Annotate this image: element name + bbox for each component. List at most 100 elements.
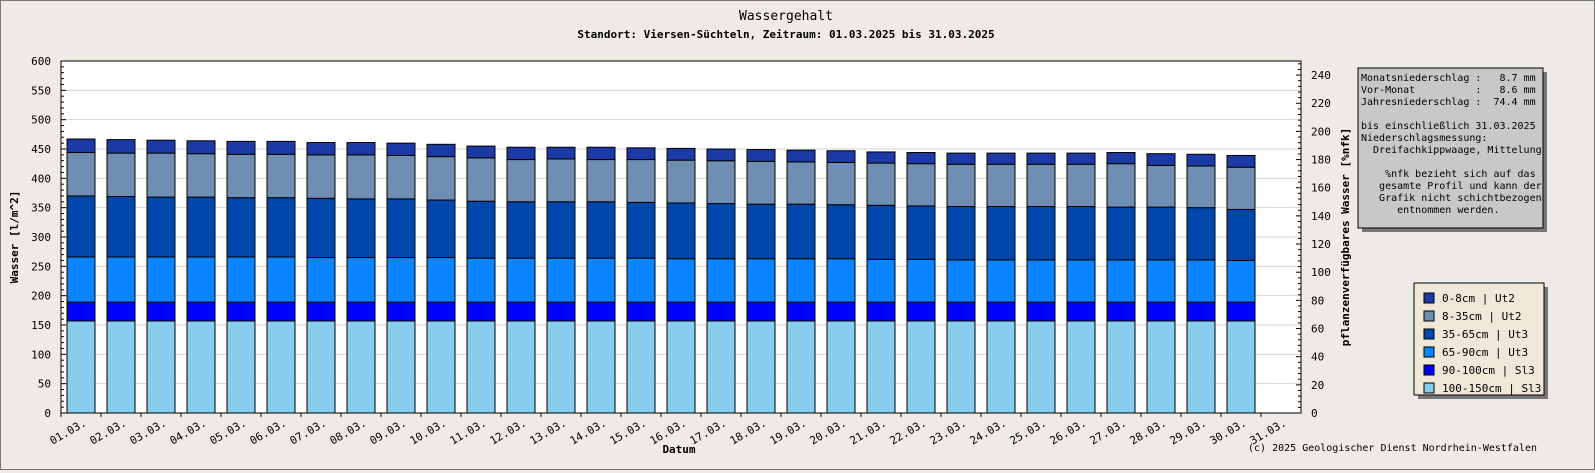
bar-segment-13.03-65-90cm <box>546 257 576 303</box>
chart-legend: 0-8cm | Ut2 8-35cm | Ut2 35-65cm | Ut3 65-9… <box>1413 282 1548 399</box>
x-tick-label: 05.03. <box>208 416 249 447</box>
bar-segment-16.03-0-8cm <box>666 147 696 161</box>
bar-segment-28.03-0-8cm <box>1146 153 1176 166</box>
bar-segment-13.03-8-35cm <box>546 158 576 203</box>
bar-segment-14.03-35-65cm <box>586 201 616 259</box>
legend-label: 35-65cm | Ut3 <box>1442 328 1528 341</box>
bar-segment-06.03-0-8cm <box>266 140 296 155</box>
bar-segment-05.03-100-150cm <box>226 320 256 414</box>
bar-segment-20.03-0-8cm <box>826 150 856 163</box>
bar-segment-03.03-65-90cm <box>146 256 176 303</box>
bar-segment-17.03-100-150cm <box>706 320 736 414</box>
bar-segment-24.03-100-150cm <box>986 320 1016 414</box>
bar-segment-06.03-8-35cm <box>266 153 296 199</box>
x-tick-label: 12.03. <box>488 416 529 447</box>
bar-segment-08.03-0-8cm <box>346 142 376 156</box>
bar-segment-01.03-8-35cm <box>66 152 96 197</box>
bar-segment-08.03-90-100cm <box>346 301 376 322</box>
bar-segment-09.03-65-90cm <box>386 257 416 303</box>
y2-tick-label: 160 <box>1311 182 1331 195</box>
x-tick-label: 01.03. <box>48 416 89 447</box>
bar-segment-25.03-8-35cm <box>1026 163 1056 207</box>
bar-segment-20.03-90-100cm <box>826 301 856 322</box>
bar-segment-02.03-90-100cm <box>106 301 136 322</box>
bar-segment-09.03-8-35cm <box>386 154 416 200</box>
y-tick-label: 450 <box>31 143 51 156</box>
bar-segment-18.03-90-100cm <box>746 301 776 322</box>
y2-tick-label: 60 <box>1311 323 1324 336</box>
bar-segment-14.03-0-8cm <box>586 146 616 161</box>
bar-segment-24.03-65-90cm <box>986 259 1016 303</box>
bar-segment-24.03-0-8cm <box>986 152 1016 165</box>
bar-segment-10.03-35-65cm <box>426 199 456 259</box>
chart-subtitle: Standort: Viersen-Süchteln, Zeitraum: 01… <box>577 28 994 41</box>
bar-segment-26.03-0-8cm <box>1066 152 1096 165</box>
bar-segment-07.03-35-65cm <box>306 197 336 259</box>
bar-segment-14.03-8-35cm <box>586 159 616 203</box>
bar-segment-26.03-65-90cm <box>1066 259 1096 303</box>
info-line: Niederschlagsmessung: <box>1361 133 1487 144</box>
bar-segment-29.03-65-90cm <box>1186 259 1216 303</box>
bar-segment-16.03-100-150cm <box>666 320 696 414</box>
bar-segment-25.03-65-90cm <box>1026 259 1056 303</box>
legend-label: 65-90cm | Ut3 <box>1442 346 1528 359</box>
bar-segment-25.03-35-65cm <box>1026 205 1056 261</box>
bar-segment-09.03-100-150cm <box>386 320 416 414</box>
bar-segment-22.03-0-8cm <box>906 152 936 165</box>
bar-segment-15.03-100-150cm <box>626 320 656 414</box>
bar-segment-03.03-8-35cm <box>146 152 176 198</box>
bar-segment-07.03-65-90cm <box>306 257 336 303</box>
bar-segment-05.03-0-8cm <box>226 140 256 155</box>
bar-segment-27.03-90-100cm <box>1106 301 1136 322</box>
legend-background <box>1413 282 1545 396</box>
info-line: %nfk bezieht sich auf das <box>1361 169 1536 180</box>
bar-segment-28.03-100-150cm <box>1146 320 1176 414</box>
bar-segment-18.03-35-65cm <box>746 203 776 260</box>
x-tick-label: 23.03. <box>928 416 969 447</box>
bar-segment-12.03-35-65cm <box>506 201 536 259</box>
y-tick-label: 100 <box>31 348 51 361</box>
y-tick-label: 250 <box>31 260 51 273</box>
legend-label: 0-8cm | Ut2 <box>1442 292 1515 305</box>
bar-segment-23.03-90-100cm <box>946 301 976 322</box>
plot-area: 01.03. 02.03. 03.03. 04.03. 05.03. 06.03. 07.0… <box>31 55 1331 447</box>
bar-segment-04.03-100-150cm <box>186 320 216 414</box>
bar-segment-06.03-100-150cm <box>266 320 296 414</box>
bar-segment-05.03-8-35cm <box>226 153 256 199</box>
bar-segment-15.03-35-65cm <box>626 201 656 259</box>
legend-swatch <box>1423 364 1435 376</box>
bar-segment-24.03-90-100cm <box>986 301 1016 322</box>
bar-segment-05.03-35-65cm <box>226 197 256 258</box>
bar-segment-04.03-90-100cm <box>186 301 216 322</box>
bar-segment-24.03-35-65cm <box>986 205 1016 261</box>
y-axis-label: Wasser [l/m^2] <box>8 191 21 284</box>
x-tick-label: 25.03. <box>1008 416 1049 447</box>
bar-segment-01.03-90-100cm <box>66 301 96 322</box>
bar-segment-19.03-0-8cm <box>786 149 816 163</box>
plot-frame <box>60 60 1302 414</box>
x-tick-label: 04.03. <box>168 416 209 447</box>
bar-segment-26.03-8-35cm <box>1066 163 1096 207</box>
x-tick-label: 13.03. <box>528 416 569 447</box>
y2-tick-label: 0 <box>1311 407 1318 420</box>
bar-segment-23.03-35-65cm <box>946 205 976 261</box>
legend-label: 100-150cm | Sl3 <box>1442 382 1541 395</box>
x-tick-label: 21.03. <box>848 416 889 447</box>
x-tick-label: 27.03. <box>1088 416 1129 447</box>
bar-segment-20.03-8-35cm <box>826 161 856 206</box>
y2-tick-label: 200 <box>1311 125 1331 138</box>
bar-segment-26.03-100-150cm <box>1066 320 1096 414</box>
info-line: Grafik nicht schichtbezogen <box>1361 193 1542 204</box>
bar-segment-07.03-0-8cm <box>306 142 336 156</box>
bar-segment-30.03-100-150cm <box>1226 320 1256 414</box>
bar-segment-03.03-0-8cm <box>146 139 176 154</box>
y2-tick-label: 220 <box>1311 97 1331 110</box>
bar-segment-15.03-90-100cm <box>626 301 656 322</box>
x-tick-label: 22.03. <box>888 416 929 447</box>
bar-segment-23.03-100-150cm <box>946 320 976 414</box>
bar-segment-02.03-100-150cm <box>106 320 136 414</box>
bar-segment-29.03-8-35cm <box>1186 165 1216 209</box>
y-tick-label: 350 <box>31 202 51 215</box>
bar-segment-23.03-65-90cm <box>946 259 976 303</box>
